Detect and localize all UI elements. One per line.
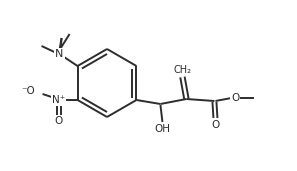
Text: OH: OH bbox=[154, 124, 170, 134]
Text: N⁺: N⁺ bbox=[52, 95, 65, 105]
Text: CH₂: CH₂ bbox=[173, 65, 192, 75]
Text: ⁻O: ⁻O bbox=[22, 86, 36, 96]
Text: O: O bbox=[231, 93, 240, 103]
Text: O: O bbox=[211, 120, 219, 130]
Text: O: O bbox=[54, 116, 63, 126]
Text: N: N bbox=[55, 49, 64, 59]
